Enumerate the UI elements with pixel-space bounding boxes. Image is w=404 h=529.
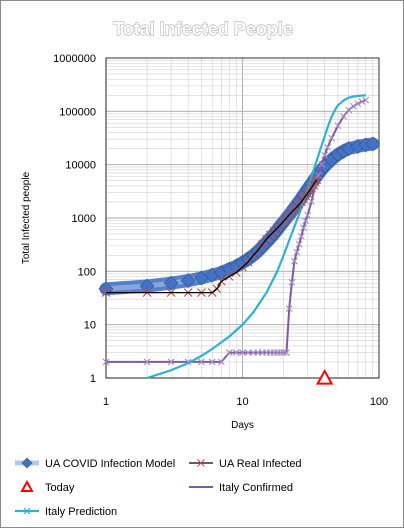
- italy-confirmed-point: [102, 358, 110, 366]
- legend-swatch-marker: [23, 507, 31, 515]
- legend-label: UA COVID Infection Model: [45, 458, 175, 470]
- legend-item: Italy Confirmed: [189, 482, 293, 494]
- legend-item: UA COVID Infection Model: [15, 457, 175, 470]
- ua-model-point: [365, 136, 381, 152]
- x-tick-label: 1: [103, 396, 109, 408]
- y-axis-ticks: 1 10 100 1000 10000 100000 1000000: [53, 53, 96, 385]
- italy-confirmed-point: [283, 349, 290, 356]
- italy-confirmed-point: [273, 349, 281, 356]
- legend-label: UA Real Infected: [219, 458, 302, 470]
- italy-confirmed-point: [167, 358, 175, 366]
- y-axis-label: Total Infected people: [21, 171, 32, 264]
- italy-confirmed-point: [340, 112, 347, 120]
- italy-confirmed-point: [358, 98, 366, 105]
- legend-swatch-marker: [20, 479, 34, 492]
- legend-item: Today: [20, 479, 75, 494]
- italy-confirmed-point: [334, 122, 342, 130]
- series-ua-real: [101, 175, 322, 297]
- italy-confirmed-point: [244, 349, 252, 356]
- legend-item: Italy Prediction: [15, 506, 117, 518]
- legend-swatch-marker: [21, 457, 33, 469]
- italy-confirmed-point: [239, 349, 246, 356]
- y-tick-label: 10000: [65, 160, 96, 172]
- italy-confirmed-point: [143, 358, 151, 366]
- italy-confirmed-point: [295, 240, 303, 248]
- y-tick-label: 100: [78, 266, 96, 278]
- italy-confirmed-point: [291, 257, 298, 265]
- italy-confirmed-point: [198, 358, 205, 366]
- italy-confirmed-point: [280, 349, 287, 356]
- italy-confirmed-point: [328, 134, 336, 142]
- legend-label: Today: [45, 482, 75, 494]
- italy-confirmed-point: [288, 279, 296, 286]
- series-today: [315, 368, 334, 385]
- italy-confirmed-point: [225, 349, 233, 356]
- italy-confirmed-point: [302, 217, 310, 225]
- italy-confirmed-point: [277, 349, 284, 356]
- legend-swatch-marker: [197, 459, 205, 467]
- italy-confirmed-point: [324, 143, 331, 151]
- x-tick-label: 10: [236, 396, 248, 408]
- italy-confirmed-point: [318, 160, 326, 168]
- grid: [105, 58, 379, 379]
- italy-confirmed-point: [345, 106, 353, 114]
- y-tick-label: 1: [90, 373, 96, 385]
- italy-confirmed-point: [354, 100, 362, 108]
- ua-model-point: [163, 275, 179, 291]
- today-marker: [315, 368, 334, 385]
- italy-confirmed-point: [217, 358, 225, 366]
- legend-item: UA Real Infected: [189, 458, 302, 470]
- chart-title: Total Infected People: [113, 19, 293, 39]
- series-italy-confirmed-line: [106, 99, 367, 363]
- italy-confirmed-point: [285, 305, 293, 313]
- legend: UA COVID Infection Model UA Real Infected…: [15, 457, 302, 518]
- italy-confirmed-point: [293, 248, 301, 256]
- series-italy-confirmed: [102, 96, 370, 366]
- italy-confirmed-point: [297, 232, 305, 240]
- italy-confirmed-point: [208, 358, 216, 366]
- italy-confirmed-point: [315, 171, 322, 179]
- y-tick-label: 1000: [72, 213, 96, 225]
- series-ua-real-line: [106, 179, 318, 294]
- italy-confirmed-point: [350, 102, 357, 110]
- x-axis-label: Days: [231, 420, 254, 431]
- y-tick-label: 1000000: [53, 53, 96, 65]
- italy-confirmed-point: [232, 349, 240, 356]
- legend-label: Italy Confirmed: [219, 482, 293, 494]
- y-tick-label: 100000: [59, 106, 96, 118]
- x-tick-label: 100: [370, 396, 388, 408]
- plot-area: [105, 57, 380, 379]
- ua-model-point: [180, 273, 196, 289]
- italy-confirmed-point: [321, 151, 329, 159]
- italy-confirmed-point: [300, 224, 307, 232]
- italy-confirmed-point: [362, 96, 370, 104]
- legend-label: Italy Prediction: [45, 506, 117, 518]
- x-axis-ticks: 1 10 100: [103, 396, 388, 408]
- y-tick-label: 10: [84, 320, 96, 332]
- italy-confirmed-point: [304, 211, 312, 219]
- series-layer: [98, 94, 381, 385]
